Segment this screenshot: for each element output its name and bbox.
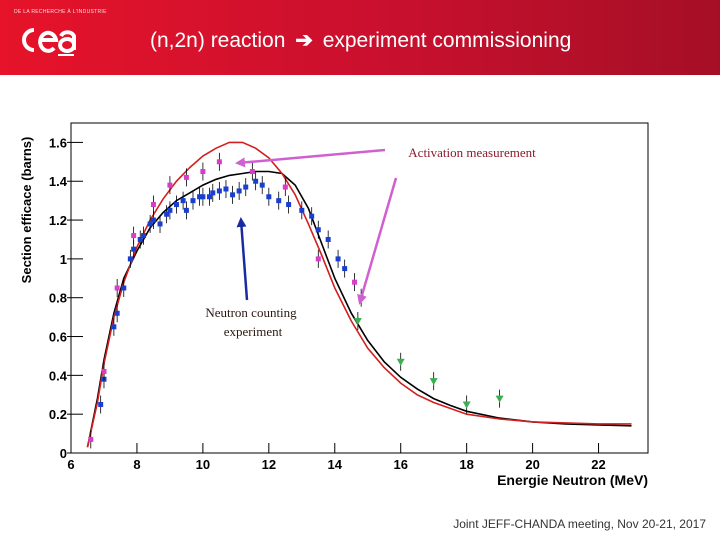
data-point-neutron-counting: [180, 198, 186, 204]
data-point-neutron-counting: [98, 401, 104, 407]
data-point-activation: [200, 169, 206, 175]
data-point-green-points: [495, 395, 504, 403]
neutron-arrow: [236, 217, 249, 301]
data-point-neutron-counting: [286, 202, 292, 208]
y-tick-label: 0.6: [49, 330, 67, 345]
x-tick-label: 22: [591, 457, 605, 472]
data-point-green-points: [396, 358, 405, 366]
plot-frame: [70, 122, 649, 454]
x-tick-label: 14: [328, 457, 343, 472]
x-tick-label: 16: [393, 457, 407, 472]
data-point-neutron-counting: [197, 194, 203, 200]
activation-arrow-lower: [357, 177, 398, 305]
data-point-green-points: [429, 378, 438, 386]
data-point-neutron-counting: [206, 194, 212, 200]
data-point-activation: [167, 182, 173, 188]
data-point-activation: [216, 159, 222, 165]
data-point-neutron-counting: [183, 207, 189, 213]
data-point-neutron-counting: [121, 285, 127, 291]
y-tick-label: 0.4: [49, 368, 68, 383]
footer-text: Joint JEFF-CHANDA meeting, Nov 20-21, 20…: [453, 517, 706, 531]
x-tick-label: 20: [525, 457, 539, 472]
y-tick-label: 0.2: [49, 407, 67, 422]
data-point-neutron-counting: [210, 190, 216, 196]
data-point-neutron-counting: [167, 207, 173, 213]
data-point-green-points: [462, 401, 471, 409]
y-axis-label: Section efficace (barns): [19, 137, 34, 284]
y-tick-label: 1.4: [49, 174, 68, 189]
data-point-green-points: [353, 318, 362, 325]
data-point-neutron-counting: [253, 178, 259, 184]
x-tick-label: 12: [262, 457, 276, 472]
data-point-neutron-counting: [147, 221, 153, 227]
data-point-neutron-counting: [157, 221, 163, 227]
arrow-right-icon: ➔: [295, 29, 313, 52]
logo-tagline: DE LA RECHERCHE À L'INDUSTRIE: [14, 9, 107, 15]
cross-section-chart: 00.20.40.60.811.21.41.66 8 10 12 14 16 18 20 22 …: [19, 122, 649, 488]
data-point-neutron-counting: [164, 211, 170, 217]
data-point-neutron-counting: [325, 236, 331, 242]
data-point-neutron-counting: [190, 198, 196, 204]
data-point-neutron-counting: [243, 184, 249, 190]
data-point-activation: [114, 285, 120, 291]
data-point-neutron-counting: [137, 236, 143, 242]
data-point-neutron-counting: [150, 217, 156, 223]
cea-logo: [22, 28, 76, 56]
data-point-neutron-counting: [131, 246, 137, 252]
data-point-neutron-counting: [315, 227, 321, 233]
data-point-activation: [101, 368, 107, 374]
annotation-activation: Activation measurement: [408, 145, 536, 160]
data-point-neutron-counting: [216, 188, 222, 194]
data-point-neutron-counting: [230, 192, 236, 198]
data-point-activation: [183, 174, 189, 180]
y-tick-label: 0: [60, 446, 67, 461]
data-point-neutron-counting: [335, 256, 341, 262]
title-left: (n,2n) reaction: [150, 29, 286, 52]
data-point-neutron-counting: [266, 194, 272, 200]
x-tick-label: 10: [196, 457, 210, 472]
x-tick-label: 8: [133, 457, 140, 472]
data-point-neutron-counting: [127, 256, 133, 262]
y-tick-label: 1: [60, 252, 67, 267]
x-tick-label: 18: [459, 457, 473, 472]
activation-arrow-upper: [235, 148, 386, 168]
series-line-evaluation-red: [86, 141, 632, 448]
y-tick-label: 0.8: [49, 291, 67, 306]
data-point-neutron-counting: [299, 207, 305, 213]
title-right: experiment commissioning: [322, 29, 572, 52]
slide-header: DE LA RECHERCHE À L'INDUSTRIE (n,2n) rea…: [0, 0, 720, 75]
data-point-activation: [282, 184, 288, 190]
annotation-neutron-line2: experiment: [224, 324, 283, 339]
data-point-neutron-counting: [309, 213, 315, 219]
data-point-activation: [352, 279, 358, 285]
data-point-neutron-counting: [114, 310, 120, 316]
data-point-activation: [150, 202, 156, 208]
data-point-neutron-counting: [174, 202, 180, 208]
slide-title: (n,2n) reaction ➔ experiment commissioni…: [150, 28, 571, 53]
data-point-neutron-counting: [223, 186, 229, 192]
x-tick-label: 6: [67, 457, 74, 472]
data-point-neutron-counting: [236, 188, 242, 194]
data-point-activation: [131, 233, 137, 239]
data-point-neutron-counting: [259, 182, 265, 188]
data-point-activation: [315, 256, 321, 262]
data-point-neutron-counting: [141, 233, 147, 239]
annotation-neutron-line1: Neutron counting: [205, 305, 297, 320]
y-tick-label: 1.2: [49, 213, 67, 228]
data-point-neutron-counting: [342, 266, 348, 272]
plot-area: 0 0.2 0.4 0.6 0.8 1 1.2 1.4 1.6 6 8 10 12 14 16 18 20 22: [49, 122, 649, 472]
x-axis-label: Energie Neutron (MeV): [497, 472, 648, 488]
y-tick-label: 1.6: [49, 135, 67, 150]
data-point-activation: [88, 436, 94, 442]
data-point-neutron-counting: [111, 324, 117, 330]
data-point-neutron-counting: [200, 194, 206, 200]
data-point-activation: [249, 169, 255, 175]
data-point-neutron-counting: [276, 198, 282, 204]
